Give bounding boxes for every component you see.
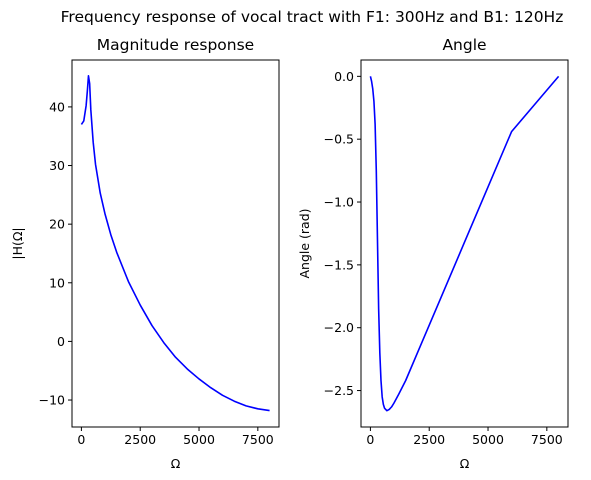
magnitude-y-tick-label: 30 — [49, 158, 65, 173]
magnitude-y-tick-label: 20 — [49, 217, 65, 232]
angle-plot-frame — [360, 59, 569, 428]
angle-x-axis-label: Ω — [460, 456, 470, 471]
magnitude-y-tick-label: 0 — [57, 334, 65, 349]
figure-suptitle: Frequency response of vocal tract with F… — [61, 8, 564, 26]
magnitude-y-tick-label: 10 — [49, 275, 65, 290]
angle-x-tick-label: 0 — [366, 432, 374, 447]
magnitude-series-line — [80, 75, 270, 412]
magnitude-x-tick-label: 5000 — [183, 432, 215, 447]
angle-x-tick-label: 5000 — [472, 432, 504, 447]
magnitude-x-axis-label: Ω — [171, 456, 181, 471]
magnitude-x-tick-label: 7500 — [242, 432, 274, 447]
magnitude-y-axis-label: |H(Ω| — [10, 227, 25, 259]
angle-series-line — [369, 75, 560, 412]
magnitude-title: Magnitude response — [97, 36, 254, 54]
magnitude-x-tick-label: 0 — [77, 432, 85, 447]
angle-y-tick-label: −2.0 — [324, 320, 354, 335]
angle-title: Angle — [442, 36, 486, 54]
magnitude-y-tick-label: −10 — [39, 393, 65, 408]
magnitude-plot-frame — [71, 59, 280, 428]
angle-y-tick-label: −1.0 — [324, 195, 354, 210]
magnitude-y-tick-label: 40 — [49, 99, 65, 114]
angle-y-tick-label: 0.0 — [334, 69, 354, 84]
angle-y-axis-label: Angle (rad) — [297, 208, 312, 278]
angle-y-tick-label: −2.5 — [324, 383, 354, 398]
angle-x-tick-label: 7500 — [531, 432, 563, 447]
magnitude-x-tick-label: 2500 — [124, 432, 156, 447]
angle-y-tick-label: −1.5 — [324, 257, 354, 272]
angle-axes: Angle 0 2500 5000 7500 0.0 −0.5 −1.0 −1.5 −2.0 −2.… — [297, 36, 569, 471]
angle-x-tick-label: 2500 — [413, 432, 445, 447]
magnitude-axes: Magnitude response 0 2500 5000 7500 −10 0 10 20 3… — [10, 36, 280, 471]
angle-y-tick-label: −0.5 — [324, 132, 354, 147]
